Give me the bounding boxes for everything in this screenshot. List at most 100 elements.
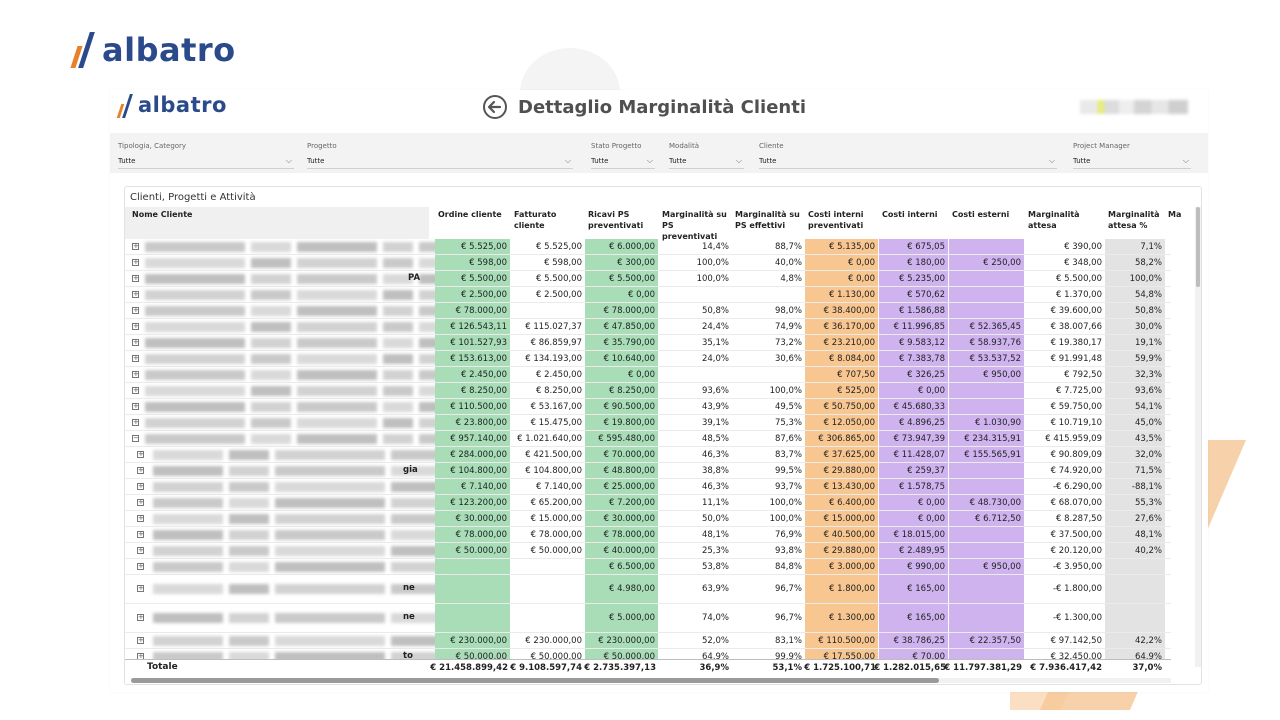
table-cell: 11,1%	[701, 497, 729, 508]
redacted-client-name	[419, 257, 439, 268]
expand-plus-icon[interactable]: +	[132, 417, 139, 426]
table-row[interactable]: + € 8.250,00 € 8.250,00 € 8.250,00 93,6% 100,…	[125, 383, 1171, 399]
table-cell	[949, 527, 1025, 542]
chevron-down-icon: ⌵	[735, 156, 742, 165]
table-cell: € 86.859,97	[530, 337, 582, 348]
expand-plus-icon[interactable]: +	[132, 257, 139, 266]
table-row[interactable]: + ne € 4.980,00 63,9% 96,7% € 1.800,00 € 165,0…	[125, 575, 1171, 604]
expand-plus-icon[interactable]: +	[137, 545, 144, 554]
table-row[interactable]: + € 30.000,00 € 15.000,00 € 30.000,00 50,0% 1…	[125, 511, 1171, 527]
expand-plus-icon[interactable]: +	[137, 513, 144, 522]
column-header[interactable]: Ma	[1168, 210, 1182, 219]
filter-progetto-dropdown[interactable]: Tutte ⌵	[307, 157, 573, 169]
column-header[interactable]: Costi interni preventivati	[808, 210, 864, 230]
expand-plus-icon[interactable]: +	[137, 635, 144, 644]
table-row[interactable]: + ne € 5.000,00 74,0% 96,7% € 1.300,00 € 165,0…	[125, 604, 1171, 633]
table-row[interactable]: + € 101.527,93 € 86.859,97 € 35.790,00 35,1%…	[125, 335, 1171, 351]
table-row[interactable]: + gia € 104.800,00 € 104.800,00 € 48.800,00 3…	[125, 463, 1171, 479]
expand-plus-icon[interactable]: +	[132, 353, 139, 362]
table-cell: 42,2%	[1105, 633, 1165, 648]
expand-plus-icon[interactable]: +	[132, 385, 139, 394]
table-cell: € 58.937,76	[949, 335, 1025, 350]
collapse-minus-icon[interactable]: −	[132, 433, 139, 442]
expand-plus-icon[interactable]: +	[137, 651, 144, 659]
vertical-scrollbar[interactable]	[1195, 207, 1201, 667]
redacted-client-name	[145, 257, 245, 268]
table-row[interactable]: − € 957.140,00 € 1.021.640,00 € 595.480,00 4…	[125, 431, 1171, 447]
vertical-scroll-thumb[interactable]	[1196, 207, 1200, 287]
table-cell: € 153.613,00	[435, 351, 511, 366]
column-header[interactable]: Ricavi PS preventivati	[588, 210, 644, 230]
column-header[interactable]: Nome Cliente	[125, 207, 429, 239]
expand-plus-icon[interactable]: +	[132, 305, 139, 314]
table-cell: 48,1%	[1105, 527, 1165, 542]
redacted-client-name	[419, 417, 439, 428]
table-row[interactable]: + € 598,00 € 598,00 € 300,00 100,0% 40,0% € 0,…	[125, 255, 1171, 271]
expand-plus-icon[interactable]: +	[137, 561, 144, 570]
expand-plus-icon[interactable]: +	[137, 449, 144, 458]
filter-label: Modalità	[669, 142, 699, 150]
filter-stato-progetto-dropdown[interactable]: Tutte ⌵	[591, 157, 655, 169]
filter-project-manager-dropdown[interactable]: Tutte ⌵	[1073, 157, 1191, 169]
expand-plus-icon[interactable]: +	[137, 481, 144, 490]
column-header[interactable]: Costi esterni	[952, 210, 1010, 219]
table-row[interactable]: + € 23.800,00 € 15.475,00 € 19.800,00 39,1% 7…	[125, 415, 1171, 431]
back-arrow-circle-icon[interactable]	[482, 94, 508, 120]
expand-plus-icon[interactable]: +	[137, 465, 144, 474]
table-row[interactable]: + PA € 5.500,00 € 5.500,00 € 5.500,00 100,0% 4…	[125, 271, 1171, 287]
expand-plus-icon[interactable]: +	[132, 241, 139, 250]
table-row[interactable]: + € 284.000,00 € 421.500,00 € 70.000,00 46,3…	[125, 447, 1171, 463]
filter-cliente-dropdown[interactable]: Tutte ⌵	[759, 157, 1057, 169]
redacted-client-name	[145, 353, 245, 364]
column-header[interactable]: Ordine cliente	[438, 210, 502, 219]
table-cell: € 421.500,00	[525, 449, 582, 460]
table-row[interactable]: + € 153.613,00 € 134.193,00 € 10.640,00 24,0…	[125, 351, 1171, 367]
table-cell: € 25.000,00	[585, 479, 659, 494]
redacted-client-name	[251, 417, 291, 428]
column-header[interactable]: Costi interni	[882, 210, 938, 219]
redacted-client-name	[153, 465, 223, 476]
table-row[interactable]: + € 78.000,00 € 78.000,00 € 78.000,00 48,1% 7…	[125, 527, 1171, 543]
filter-tipologia-dropdown[interactable]: Tutte ⌵	[118, 157, 294, 169]
column-header[interactable]: Marginalità attesa %	[1108, 210, 1160, 230]
visual-title: Clienti, Progetti e Attività	[130, 192, 256, 203]
redacted-client-name	[251, 337, 291, 348]
expand-plus-icon[interactable]: +	[137, 613, 144, 621]
table-row[interactable]: + € 7.140,00 € 7.140,00 € 25.000,00 46,3% 93,…	[125, 479, 1171, 495]
filter-modalita-dropdown[interactable]: Tutte ⌵	[669, 157, 744, 169]
table-row[interactable]: + € 78.000,00 € 78.000,00 50,8% 98,0% € 38.40…	[125, 303, 1171, 319]
table-row[interactable]: + € 110.500,00 € 53.167,00 € 90.500,00 43,9%…	[125, 399, 1171, 415]
table-cell: € 68.070,00	[1050, 497, 1102, 508]
redacted-client-name	[383, 369, 413, 380]
expand-plus-icon[interactable]: +	[132, 321, 139, 330]
column-header[interactable]: Marginalità su PS effettivi	[735, 210, 800, 230]
expand-plus-icon[interactable]: +	[132, 401, 139, 410]
table-cell: 64,9%	[701, 651, 729, 660]
table-row[interactable]: + € 230.000,00 € 230.000,00 € 230.000,00 52,…	[125, 633, 1171, 649]
column-header[interactable]: Fatturato cliente	[514, 210, 557, 230]
expand-plus-icon[interactable]: +	[137, 497, 144, 506]
expand-plus-icon[interactable]: +	[132, 289, 139, 298]
expand-plus-icon[interactable]: +	[137, 584, 144, 592]
expand-plus-icon[interactable]: +	[132, 369, 139, 378]
table-row[interactable]: + € 5.525,00 € 5.525,00 € 6.000,00 14,4% 88,7…	[125, 239, 1171, 255]
table-cell: € 50.000,00	[530, 651, 582, 660]
table-row[interactable]: + to € 50.000,00 € 50.000,00 € 50.000,00 64,9…	[125, 649, 1171, 659]
table-cell	[1105, 559, 1165, 574]
expand-plus-icon[interactable]: +	[137, 529, 144, 538]
table-cell: € 78.000,00	[585, 303, 659, 318]
table-row[interactable]: + € 2.500,00 € 2.500,00 € 0,00 € 1.130,00 € 5…	[125, 287, 1171, 303]
horizontal-scroll-thumb[interactable]	[131, 678, 939, 683]
table-row[interactable]: + € 126.543,11 € 115.027,37 € 47.850,00 24,4…	[125, 319, 1171, 335]
table-row[interactable]: + € 2.450,00 € 2.450,00 € 0,00 € 707,50 € 326…	[125, 367, 1171, 383]
table-cell: 25,3%	[701, 545, 729, 556]
column-header[interactable]: Marginalità su PS preventivati	[662, 210, 727, 241]
table-row[interactable]: + € 6.500,00 53,8% 84,8% € 3.000,00 € 990,00 €…	[125, 559, 1171, 575]
table-cell: € 5.525,00	[435, 239, 511, 254]
horizontal-scrollbar[interactable]	[131, 678, 1171, 683]
expand-plus-icon[interactable]: +	[132, 273, 139, 282]
table-row[interactable]: + € 123.200,00 € 65.200,00 € 7.200,00 11,1% 1…	[125, 495, 1171, 511]
expand-plus-icon[interactable]: +	[132, 337, 139, 346]
table-row[interactable]: + € 50.000,00 € 50.000,00 € 40.000,00 25,3% 9…	[125, 543, 1171, 559]
column-header[interactable]: Marginalità attesa	[1028, 210, 1080, 230]
